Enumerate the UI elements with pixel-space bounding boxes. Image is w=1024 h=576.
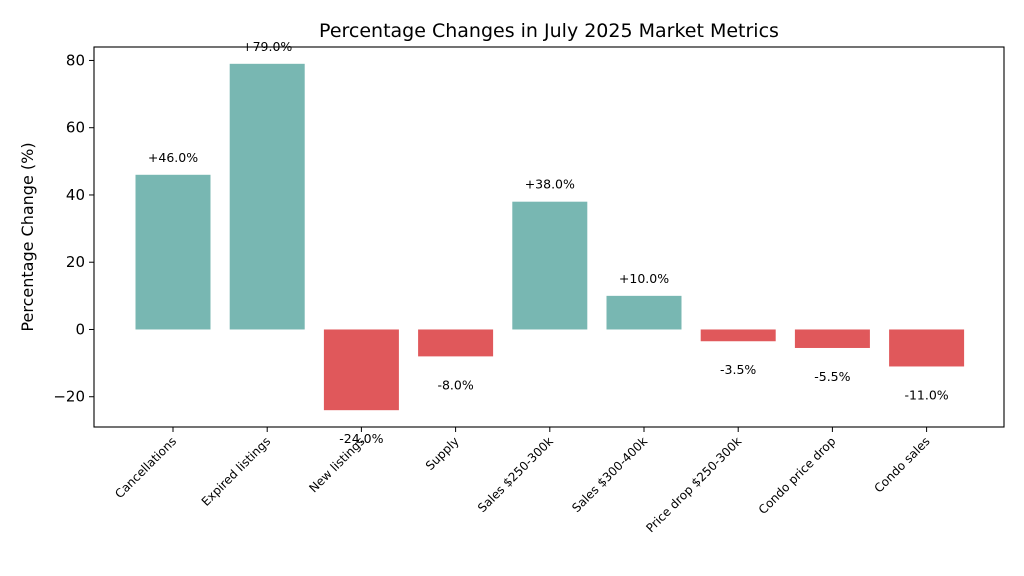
x-tick-label: Cancellations	[112, 434, 179, 501]
plot-frame	[93, 46, 1005, 428]
y-tick-label: 20	[66, 253, 85, 271]
bar-price-drop-250-300k	[700, 329, 776, 342]
bar-sales-300-400k	[606, 295, 682, 330]
x-tick-label: Condo sales	[871, 434, 932, 495]
x-axis: Cancellations Expired listings New listing…	[112, 427, 933, 535]
x-tick-label: Price drop $250-300k	[643, 434, 744, 535]
data-label: -5.5%	[814, 369, 850, 384]
data-label: +10.0%	[619, 271, 669, 286]
chart-title: Percentage Changes in July 2025 Market M…	[319, 20, 779, 42]
y-tick-label: 40	[66, 186, 85, 204]
data-label: +46.0%	[148, 150, 198, 165]
bar-expired-listings	[229, 63, 305, 330]
data-label: -11.0%	[904, 387, 948, 402]
data-label: -3.5%	[720, 362, 756, 377]
x-tick-label: Condo price drop	[756, 434, 839, 517]
y-axis-label: Percentage Change (%)	[18, 142, 37, 331]
data-label: +38.0%	[525, 177, 575, 192]
y-axis: −20 0 20 40 60 80	[53, 51, 94, 406]
x-tick-label: Supply	[423, 434, 462, 473]
bar-supply	[418, 329, 494, 357]
data-labels-group: +46.0% +79.0% -24.0% -8.0% +38.0% +10.0% -3.5%…	[148, 39, 949, 446]
data-label: +79.0%	[242, 39, 292, 54]
y-tick-label: 0	[75, 320, 85, 338]
bar-cancellations	[135, 174, 211, 330]
x-tick-label: Sales $300-400k	[569, 434, 650, 515]
y-tick-label: −20	[53, 388, 85, 406]
bar-condo-sales	[889, 329, 965, 367]
data-label: -24.0%	[339, 431, 383, 446]
bar-sales-250-300k	[512, 201, 588, 330]
y-tick-label: 80	[66, 51, 85, 69]
data-label: -8.0%	[437, 377, 473, 392]
y-tick-label: 60	[66, 119, 85, 137]
bar-condo-price-drop	[794, 329, 870, 348]
bar-new-listings	[323, 329, 399, 411]
bars-group	[135, 63, 965, 411]
x-tick-label: Expired listings	[199, 434, 274, 509]
x-tick-label: Sales $250-300k	[475, 434, 556, 515]
